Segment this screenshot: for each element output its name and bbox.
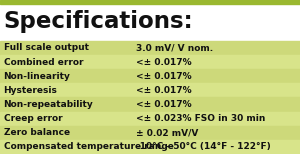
- Text: Creep error: Creep error: [4, 114, 62, 123]
- Text: Zero balance: Zero balance: [4, 128, 70, 137]
- Text: ± 0.02 mV/V: ± 0.02 mV/V: [136, 128, 199, 137]
- Text: <± 0.017%: <± 0.017%: [136, 72, 192, 81]
- Text: Non-repeatability: Non-repeatability: [4, 100, 93, 109]
- Text: Non-linearity: Non-linearity: [4, 72, 70, 81]
- Text: <± 0.017%: <± 0.017%: [136, 86, 192, 95]
- Bar: [0, 111, 300, 126]
- Text: Specifications:: Specifications:: [4, 10, 193, 33]
- Bar: [0, 0, 300, 4]
- Bar: [0, 83, 300, 97]
- Text: <± 0.017%: <± 0.017%: [136, 100, 192, 109]
- Text: 3.0 mV/ V nom.: 3.0 mV/ V nom.: [136, 43, 214, 52]
- Text: Full scale output: Full scale output: [4, 43, 88, 52]
- Bar: [0, 41, 300, 55]
- Bar: [0, 0, 300, 41]
- Text: Compensated temperature range: Compensated temperature range: [4, 142, 173, 151]
- Bar: [0, 126, 300, 140]
- Bar: [0, 97, 300, 111]
- Text: Combined error: Combined error: [4, 58, 83, 67]
- Text: <± 0.017%: <± 0.017%: [136, 58, 192, 67]
- Bar: [0, 55, 300, 69]
- Text: Hysteresis: Hysteresis: [4, 86, 58, 95]
- Bar: [0, 140, 300, 154]
- Text: -10°C - 50°C (14°F - 122°F): -10°C - 50°C (14°F - 122°F): [136, 142, 271, 151]
- Bar: [0, 69, 300, 83]
- Text: <± 0.023% FSO in 30 min: <± 0.023% FSO in 30 min: [136, 114, 266, 123]
